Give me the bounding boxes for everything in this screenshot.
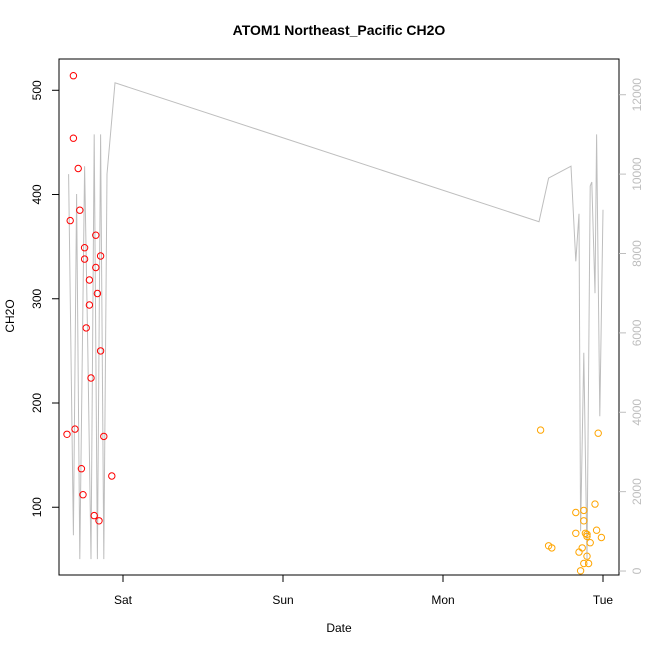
data-point [583, 552, 591, 560]
data-point [69, 134, 78, 142]
data-point [580, 559, 588, 568]
data-point [87, 374, 95, 382]
data-point [594, 429, 602, 437]
data-point [578, 544, 586, 552]
x-tick-label: Sat [114, 593, 133, 607]
data-point [575, 548, 583, 556]
data-point [79, 491, 87, 499]
y2-tick-label: 2000 [630, 478, 644, 505]
y-axis-label: CH2O [3, 299, 17, 332]
y2-tick-label: 8000 [630, 240, 644, 267]
data-point [63, 430, 71, 438]
data-point [92, 231, 100, 239]
data-point [82, 324, 90, 332]
data-point [572, 508, 580, 517]
y2-tick-label: 10000 [630, 157, 644, 191]
data-point [592, 526, 601, 534]
data-point [66, 216, 74, 225]
data-point [583, 530, 591, 538]
x-axis-label: Date [326, 621, 352, 635]
data-point [69, 72, 78, 80]
data-point [548, 544, 556, 552]
data-point [597, 533, 606, 542]
data-point [586, 539, 594, 547]
data-point [77, 465, 86, 473]
data-point [584, 559, 593, 568]
data-point [80, 255, 89, 263]
data-point [100, 432, 108, 441]
data-point [583, 532, 591, 541]
data-point [85, 301, 94, 309]
data-point [93, 289, 102, 298]
y2-tick-label: 4000 [630, 399, 644, 426]
data-point [71, 425, 79, 433]
y-tick-label: 300 [30, 288, 44, 308]
y2-tick-label: 12000 [630, 78, 644, 112]
data-point [80, 244, 89, 252]
data-point [74, 164, 82, 173]
data-point [96, 252, 105, 260]
data-point [536, 426, 545, 434]
data-point [576, 567, 585, 575]
y-tick-label: 200 [30, 393, 44, 413]
x-tick-label: Tue [593, 593, 614, 607]
y-tick-label: 500 [30, 80, 44, 100]
y-tick-label: 100 [30, 497, 44, 517]
data-point [572, 529, 580, 537]
data-point [76, 206, 84, 214]
y2-tick-label: 0 [630, 567, 644, 574]
chart-title: ATOM1 Northeast_Pacific CH2O [233, 22, 446, 38]
data-point [95, 517, 103, 525]
data-point [85, 276, 94, 284]
chart-marks: 100 200 300 400 500 0 2000 4000 6000 8000 10000 120… [30, 72, 644, 607]
data-point [591, 500, 599, 508]
data-point [580, 517, 588, 525]
data-point [96, 347, 105, 355]
data-point [92, 263, 100, 272]
y-tick-label: 400 [30, 184, 44, 204]
x-tick-label: Sun [272, 593, 293, 607]
plot-box [58, 58, 620, 576]
data-point [108, 472, 116, 480]
y2-tick-label: 6000 [630, 319, 644, 346]
data-point [90, 511, 98, 520]
x-tick-label: Mon [431, 593, 454, 607]
data-point [580, 506, 588, 515]
altitude-line [68, 82, 604, 560]
